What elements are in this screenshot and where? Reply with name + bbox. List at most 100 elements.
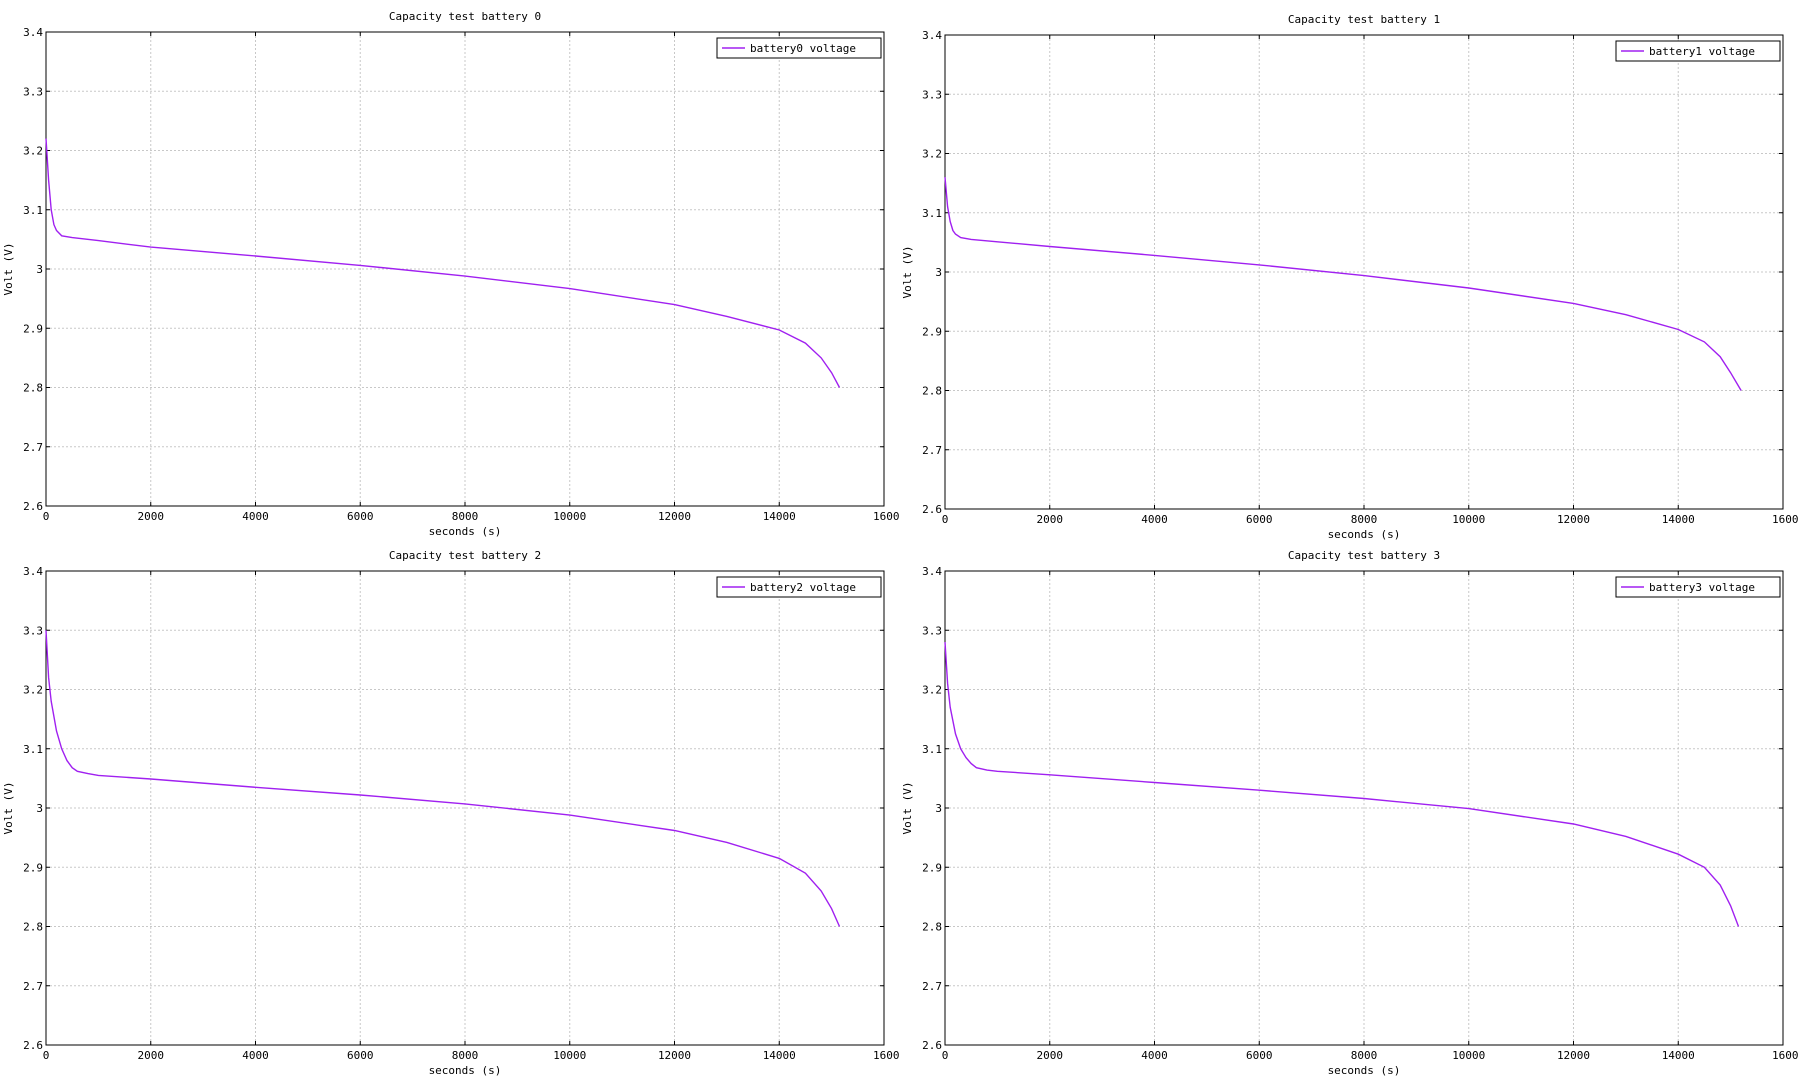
y-tick-label: 3.4 (922, 565, 942, 578)
y-tick-label: 3.1 (23, 743, 43, 756)
x-tick-label: 2000 (138, 1049, 165, 1062)
x-tick-label: 8000 (452, 510, 479, 523)
y-tick-label: 3.1 (23, 204, 43, 217)
y-tick-label: 3.2 (23, 684, 43, 697)
x-tick-label: 8000 (1351, 1049, 1378, 1062)
y-tick-label: 3 (935, 802, 942, 815)
series-line (944, 642, 1740, 927)
y-tick-label: 2.7 (23, 980, 43, 993)
y-tick-label: 2.7 (23, 441, 43, 454)
x-tick-label: 12000 (1557, 513, 1590, 526)
legend: battery2 voltage (716, 576, 882, 598)
y-tick-label: 2.9 (922, 325, 942, 338)
chart-title: Capacity test battery 0 (389, 10, 541, 23)
y-tick-label: 3.3 (922, 88, 942, 101)
x-tick-label: 12000 (658, 510, 691, 523)
y-tick-label: 3.3 (23, 85, 43, 98)
legend-entry: battery1 voltage (1649, 45, 1755, 58)
legend-entry: battery0 voltage (750, 42, 856, 55)
y-tick-label: 3.1 (922, 207, 942, 220)
legend-box (1615, 576, 1781, 598)
y-tick-label: 2.8 (922, 385, 942, 398)
y-tick-label: 3 (935, 266, 942, 279)
y-tick-label: 2.9 (23, 322, 43, 335)
y-axis-label: Volt (V) (901, 246, 914, 299)
y-tick-label: 3.4 (23, 26, 43, 39)
legend: battery0 voltage (716, 37, 882, 59)
x-axis-label: seconds (s) (429, 525, 502, 538)
x-tick-label: 1600 (873, 510, 900, 523)
y-tick-label: 3.4 (23, 565, 43, 578)
y-tick-label: 3.2 (922, 684, 942, 697)
chart-title: Capacity test battery 1 (1288, 13, 1440, 26)
x-tick-label: 2000 (1037, 513, 1064, 526)
y-axis-label: Volt (V) (2, 243, 15, 296)
x-tick-label: 1600 (1772, 513, 1799, 526)
x-tick-label: 14000 (763, 1049, 796, 1062)
y-axis-label: Volt (V) (901, 782, 914, 835)
x-tick-label: 4000 (242, 510, 269, 523)
y-tick-label: 3 (36, 263, 43, 276)
x-tick-label: 12000 (658, 1049, 691, 1062)
x-axis-label: seconds (s) (429, 1064, 502, 1077)
legend: battery1 voltage (1615, 40, 1781, 62)
series-line (45, 630, 841, 927)
y-axis-label: Volt (V) (2, 782, 15, 835)
x-tick-label: 1600 (1772, 1049, 1799, 1062)
x-tick-label: 6000 (347, 510, 374, 523)
x-tick-label: 14000 (763, 510, 796, 523)
y-tick-label: 2.8 (23, 382, 43, 395)
y-tick-label: 3.2 (922, 148, 942, 161)
x-tick-label: 6000 (347, 1049, 374, 1062)
y-tick-label: 3.3 (23, 624, 43, 637)
x-tick-label: 0 (942, 1049, 949, 1062)
x-tick-label: 4000 (242, 1049, 269, 1062)
y-tick-label: 3 (36, 802, 43, 815)
y-tick-label: 3.2 (23, 145, 43, 158)
x-tick-label: 6000 (1246, 1049, 1273, 1062)
chart-title: Capacity test battery 3 (1288, 549, 1440, 562)
y-tick-label: 3.1 (922, 743, 942, 756)
x-tick-label: 14000 (1662, 1049, 1695, 1062)
legend-box (716, 576, 882, 598)
x-tick-label: 0 (43, 1049, 50, 1062)
x-axis-label: seconds (s) (1328, 528, 1401, 541)
legend-entry: battery2 voltage (750, 581, 856, 594)
x-tick-label: 4000 (1141, 513, 1168, 526)
y-tick-label: 2.9 (922, 861, 942, 874)
x-tick-label: 8000 (1351, 513, 1378, 526)
x-tick-label: 1600 (873, 1049, 900, 1062)
x-tick-label: 14000 (1662, 513, 1695, 526)
y-tick-label: 2.7 (922, 444, 942, 457)
y-tick-label: 2.7 (922, 980, 942, 993)
series-line (944, 177, 1742, 391)
x-tick-label: 12000 (1557, 1049, 1590, 1062)
y-tick-label: 3.3 (922, 624, 942, 637)
y-tick-label: 2.9 (23, 861, 43, 874)
x-tick-label: 2000 (138, 510, 165, 523)
y-tick-label: 2.6 (922, 503, 942, 516)
y-tick-label: 2.6 (922, 1039, 942, 1052)
x-tick-label: 4000 (1141, 1049, 1168, 1062)
x-tick-label: 8000 (452, 1049, 479, 1062)
x-tick-label: 2000 (1037, 1049, 1064, 1062)
x-tick-label: 10000 (1452, 513, 1485, 526)
y-tick-label: 2.6 (23, 1039, 43, 1052)
x-tick-label: 6000 (1246, 513, 1273, 526)
x-tick-label: 10000 (553, 510, 586, 523)
y-tick-label: 2.6 (23, 500, 43, 513)
chart-panel-3: 0 2000 4000 6000 8000 10000 12000 14000 1600 2.6 2… (901, 549, 1799, 1077)
y-tick-label: 2.8 (23, 921, 43, 934)
chart-panel-0: 0 2000 4000 6000 8000 10000 12000 14000 1600 2.6 2… (2, 10, 900, 538)
legend-box (716, 37, 882, 59)
legend: battery3 voltage (1615, 576, 1781, 598)
chart-panel-2: 0 2000 4000 6000 8000 10000 12000 14000 1600 2.6 2… (2, 549, 900, 1077)
x-tick-label: 0 (43, 510, 50, 523)
legend-box (1615, 40, 1781, 62)
x-axis-label: seconds (s) (1328, 1064, 1401, 1077)
y-tick-label: 3.4 (922, 29, 942, 42)
series-line (45, 138, 841, 388)
chart-panel-1: 0 2000 4000 6000 8000 10000 12000 14000 1600 2.6 2… (901, 13, 1799, 541)
legend-entry: battery3 voltage (1649, 581, 1755, 594)
